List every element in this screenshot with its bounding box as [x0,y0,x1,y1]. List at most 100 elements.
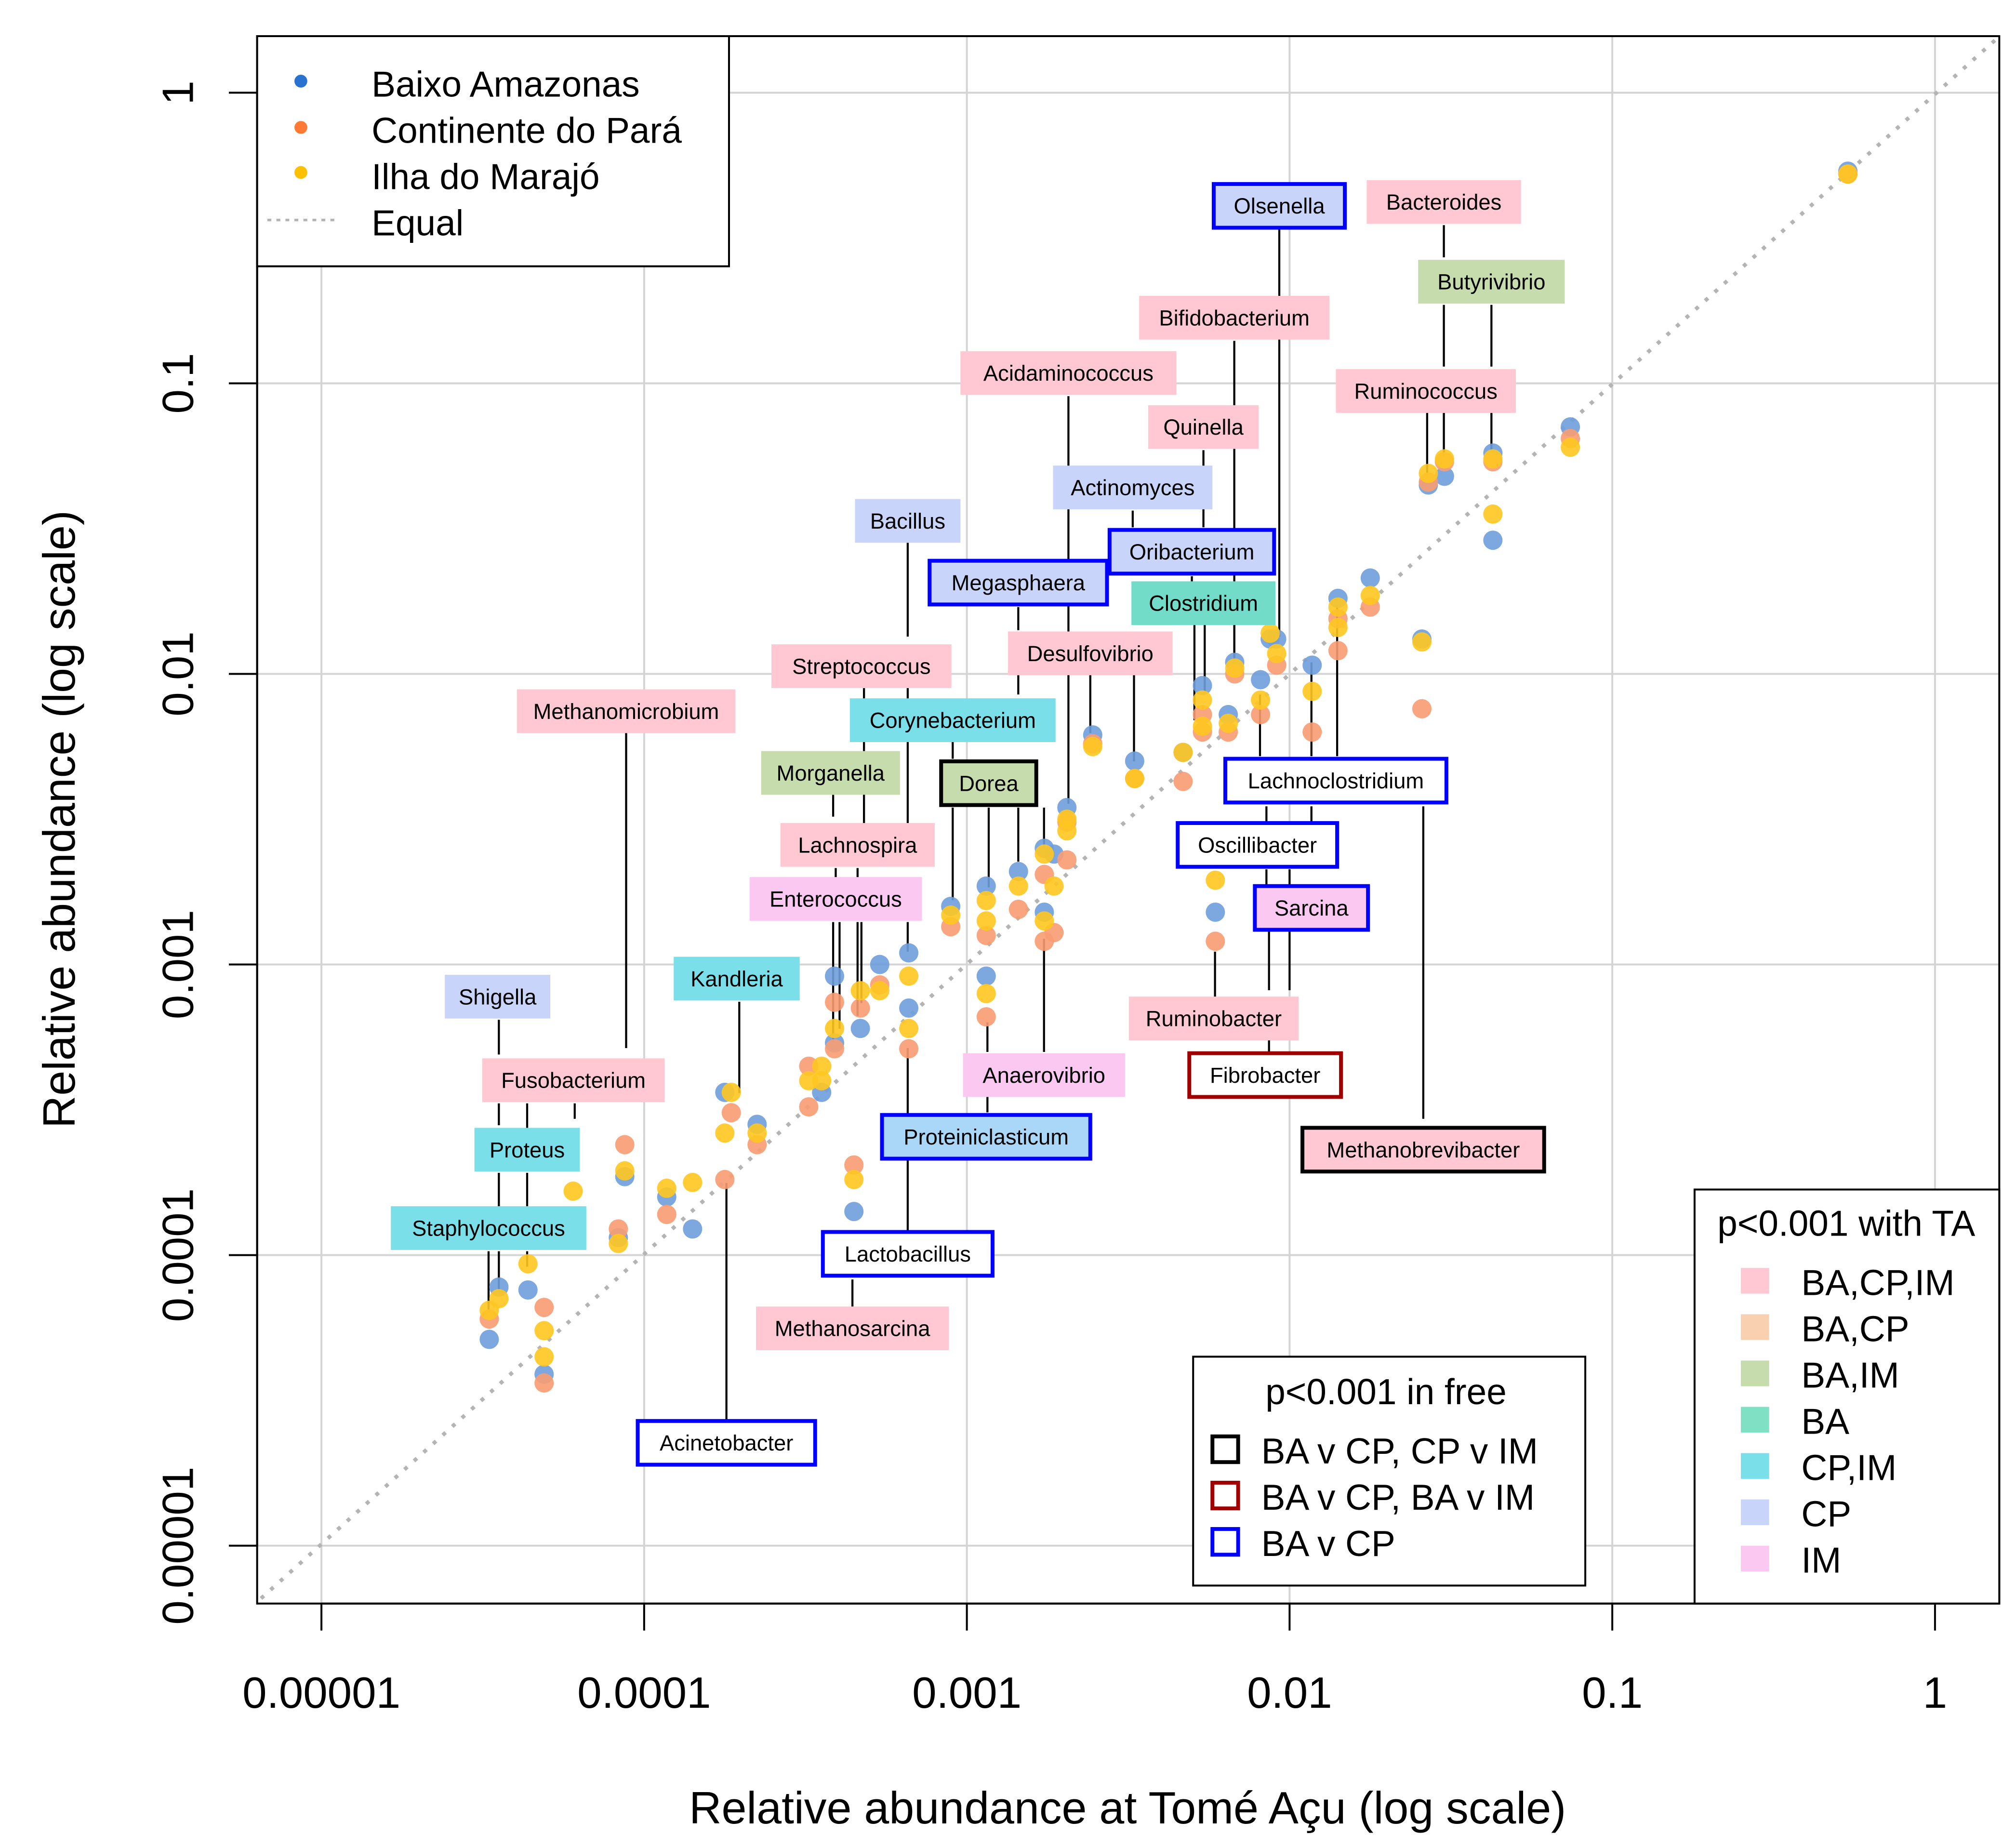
taxon-label: Clostridium [1131,581,1276,625]
legend-marker-baixo-amazonas [294,75,307,88]
point-baixo-amazonas [518,1280,538,1300]
ta-legend-swatch [1740,1499,1769,1525]
taxon-label: Enterococcus [749,877,922,921]
point-ilha-do-maraj- [1483,449,1503,469]
x-tick-label: 0.1 [1582,1669,1643,1717]
taxon-label-text: Actinomyces [1071,476,1194,500]
series-legend: Baixo Amazonas Continente do Pará Ilha d… [256,35,730,267]
data-points [479,161,1858,1393]
point-ilha-do-maraj- [1267,644,1287,664]
point-ilha-do-maraj- [1008,876,1028,896]
taxon-label-box [749,877,922,921]
point-ilha-do-maraj- [1360,585,1380,605]
taxon-label: Megasphaera [928,558,1109,607]
point-ilha-do-maraj- [824,1019,845,1038]
point-ilha-do-maraj- [534,1347,554,1367]
y-tick-label: 1 [154,80,202,105]
taxon-label-box [880,1113,1092,1161]
taxon-label-text: Dorea [959,771,1019,796]
point-baixo-amazonas [976,876,996,896]
point-continente-do-par- [1302,722,1322,742]
point-ilha-do-maraj- [747,1123,767,1143]
taxon-label-text: Kandleria [690,967,783,991]
y-tick-label: 0.1 [154,353,202,413]
taxon-label: Acinetobacter [636,1419,817,1467]
point-continente-do-par- [721,1103,741,1123]
taxon-label-box [821,1230,995,1278]
taxon-label-box [517,689,736,733]
taxon-label: Ruminobacter [1128,997,1299,1040]
taxon-label-box [1223,757,1448,805]
point-ilha-do-maraj- [1260,624,1280,643]
taxon-label-box [1211,182,1347,230]
legend-box-black [1210,1434,1240,1464]
point-continente-do-par- [534,1298,554,1317]
taxon-label-text: Streptococcus [792,654,930,679]
point-continente-do-par- [976,926,996,945]
taxon-label-text: Lachnospira [798,833,917,857]
taxon-label: Sarcina [1253,884,1370,932]
point-continente-do-par- [1206,931,1225,951]
y-tick-label: 0.0001 [154,1188,202,1322]
point-baixo-amazonas [1193,676,1212,695]
ta-legend-swatch [1740,1268,1769,1294]
taxon-label-box [1300,1126,1546,1174]
point-ilha-do-maraj- [534,1321,554,1341]
taxon-label-text: Olsenella [1233,194,1325,218]
point-continente-do-par- [799,1097,819,1117]
point-baixo-amazonas [976,966,996,986]
point-baixo-amazonas [899,943,919,963]
point-ilha-do-maraj- [1125,769,1144,788]
y-axis-title: Relative abundance (log scale) [34,510,84,1128]
taxon-label-text: Desulfovibrio [1027,641,1154,666]
taxon-label-text: Methanomicrobium [533,699,719,724]
point-ilha-do-maraj- [1193,717,1212,736]
ta-legend-swatch [1740,1545,1769,1572]
point-continente-do-par- [1057,850,1077,870]
taxon-label-text: Quinella [1163,415,1244,439]
taxon-label-box [963,1053,1125,1097]
taxon-label-box [1418,260,1565,304]
point-baixo-amazonas [1008,862,1028,881]
taxon-label-text: Acinetobacter [660,1431,793,1455]
point-ilha-do-maraj- [899,966,919,986]
point-ilha-do-maraj- [1561,438,1580,457]
taxon-label-text: Fusobacterium [501,1068,646,1093]
point-ilha-do-maraj- [563,1181,583,1201]
point-ilha-do-maraj- [1219,714,1238,733]
point-continente-do-par- [1412,699,1432,718]
point-continente-do-par- [824,992,845,1012]
taxon-label-box [636,1419,817,1467]
taxon-label-text: Shigella [459,984,537,1009]
taxon-label-text: Morganella [777,761,885,785]
point-continente-do-par- [899,1039,919,1059]
point-ilha-do-maraj- [850,981,870,1000]
point-ilha-do-maraj- [1419,464,1438,483]
point-ilha-do-maraj- [1225,658,1245,678]
taxon-label-box [1008,631,1173,676]
point-ilha-do-maraj- [1193,690,1212,710]
ta-legend-label: BA,IM [1801,1355,1899,1395]
point-ilha-do-maraj- [1057,821,1077,841]
taxon-label-box [445,974,551,1019]
point-ilha-do-maraj- [844,1170,864,1189]
taxon-label: Bacteroides [1366,180,1521,224]
x-tick-label: 0.00001 [242,1669,400,1717]
taxon-label-box [780,823,935,867]
taxon-label-box [1336,369,1516,413]
taxon-label-text: Enterococcus [769,887,902,911]
taxon-label: Oscillibacter [1176,821,1340,869]
taxon-label: Olsenella [1211,182,1347,230]
point-ilha-do-maraj- [870,981,889,1000]
taxon-label-text: Methanobrevibacter [1326,1138,1520,1162]
free-legend-title: p<0.001 in free [1265,1371,1507,1412]
legend-label: Equal [371,203,464,243]
taxon-label: Corynebacterium [849,698,1056,742]
taxon-label-text: Proteus [490,1138,565,1162]
taxon-label: Kandleria [674,957,800,1001]
taxon-label-text: Oscillibacter [1198,833,1317,857]
ta-legend-title: p<0.001 with TA [1717,1203,1975,1244]
point-ilha-do-maraj- [812,1056,832,1076]
point-baixo-amazonas [1483,531,1503,550]
point-ilha-do-maraj- [721,1082,741,1102]
